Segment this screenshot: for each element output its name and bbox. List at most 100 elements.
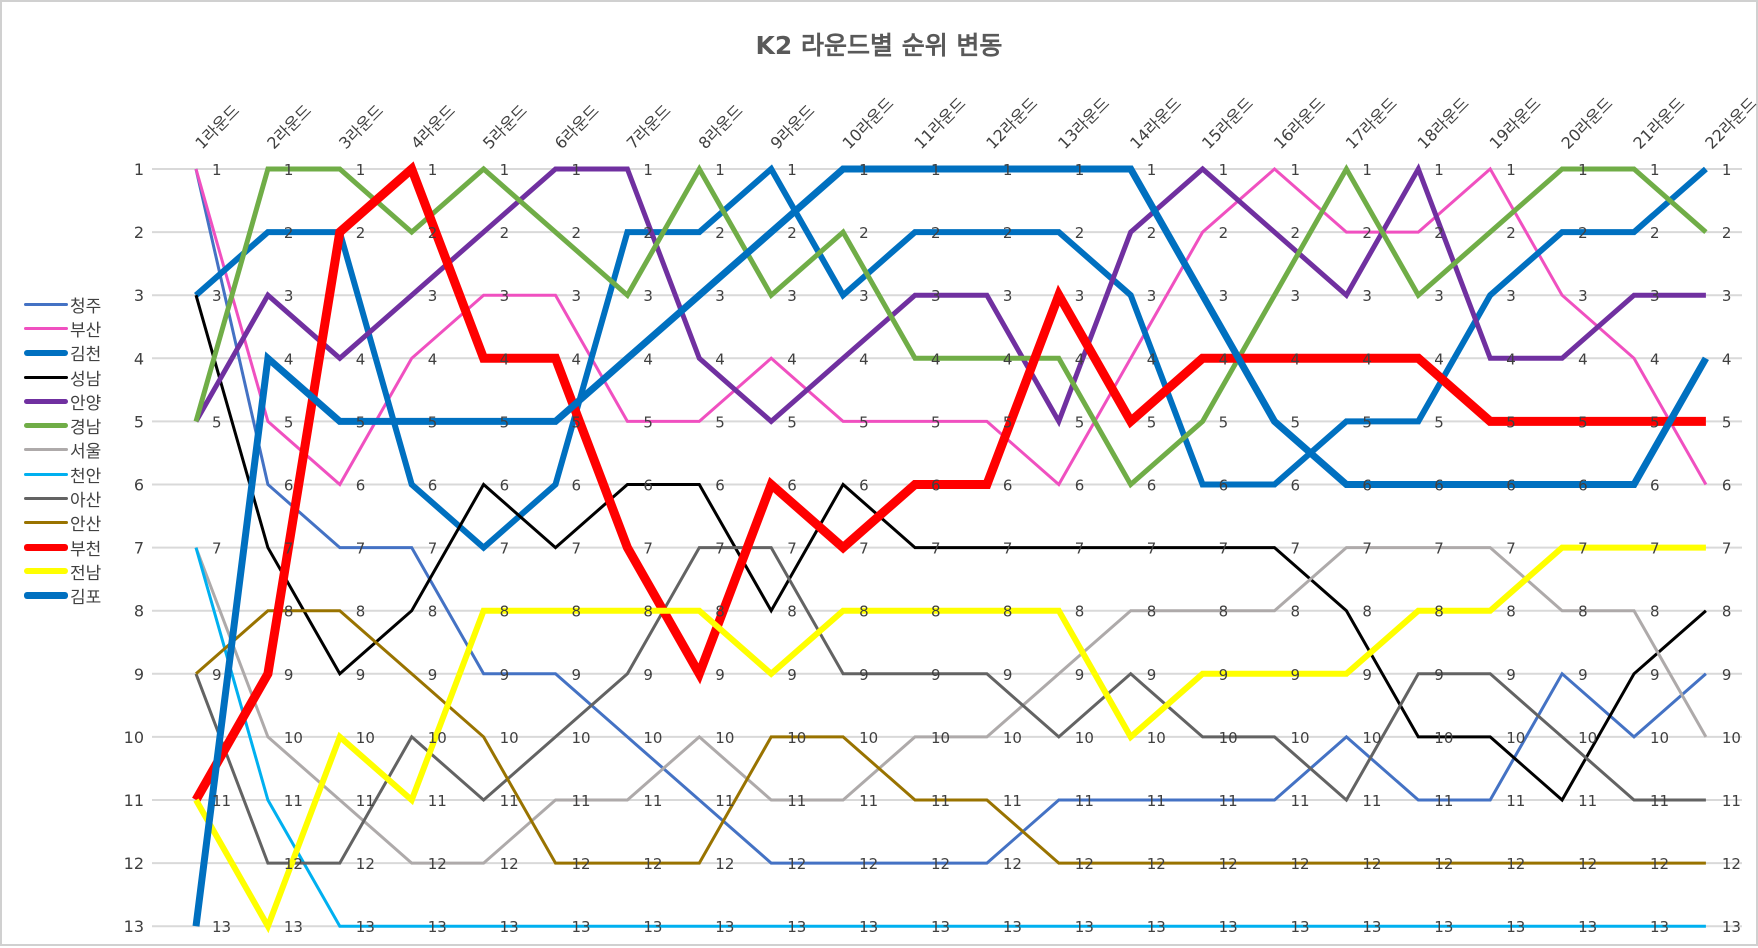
y-tick-label: 6	[134, 476, 144, 495]
data-label: 13	[1291, 918, 1310, 936]
data-label: 1	[1291, 161, 1301, 179]
data-label: 7	[1506, 540, 1516, 558]
data-label: 5	[1650, 413, 1660, 431]
y-tick-label: 7	[134, 539, 144, 558]
x-tick-label: 11라운드	[910, 94, 969, 153]
legend-item: 김포	[24, 584, 101, 608]
legend-item: 경남	[24, 413, 101, 438]
data-label: 12	[1434, 855, 1453, 873]
data-label: 7	[1003, 540, 1013, 558]
data-label: 4	[1219, 350, 1229, 368]
data-label: 4	[1722, 350, 1732, 368]
data-label: 10	[1578, 729, 1597, 747]
series-line	[193, 163, 1708, 489]
data-label: 7	[212, 540, 222, 558]
data-label: 4	[1003, 350, 1013, 368]
data-label: 5	[1219, 413, 1229, 431]
data-label: 3	[1578, 287, 1588, 305]
legend-item: 청주	[24, 292, 101, 317]
data-label: 2	[931, 224, 941, 242]
data-label: 12	[1075, 855, 1094, 873]
data-label: 11	[1291, 792, 1310, 810]
data-label: 8	[1434, 603, 1444, 621]
x-tick-label: 20라운드	[1557, 94, 1616, 153]
data-label: 8	[1075, 603, 1085, 621]
data-label: 5	[859, 413, 869, 431]
legend-swatch-icon	[24, 349, 68, 356]
data-label: 12	[1219, 855, 1238, 873]
data-label: 9	[284, 666, 294, 684]
data-label: 10	[1003, 729, 1022, 747]
legend-swatch-icon	[24, 423, 68, 429]
data-label: 7	[572, 540, 582, 558]
data-label: 5	[1147, 413, 1157, 431]
data-label: 12	[1291, 855, 1310, 873]
data-label: 11	[931, 792, 950, 810]
data-label: 2	[284, 224, 294, 242]
data-label: 12	[1003, 855, 1022, 873]
data-label: 4	[643, 350, 653, 368]
series-line	[194, 546, 1706, 865]
data-label: 6	[1434, 477, 1444, 495]
x-tick-label: 14라운드	[1126, 94, 1185, 153]
legend-item: 천안	[24, 462, 102, 487]
data-label: 11	[356, 792, 375, 810]
legend-label: 부산	[70, 320, 102, 341]
data-label: 13	[356, 918, 375, 936]
data-label: 3	[284, 287, 294, 305]
data-label: 3	[715, 287, 725, 305]
legend-item: 아산	[24, 486, 101, 511]
data-label: 12	[284, 855, 303, 873]
data-label: 13	[428, 918, 447, 936]
data-label: 11	[1506, 792, 1525, 810]
data-label: 3	[1147, 287, 1157, 305]
data-label: 9	[643, 666, 653, 684]
data-label: 5	[1506, 413, 1516, 431]
series-line	[194, 547, 1706, 928]
legend-swatch-icon	[24, 521, 68, 525]
data-label: 9	[1219, 666, 1229, 684]
legend-label: 전남	[70, 563, 102, 584]
legend-swatch-icon	[24, 472, 68, 476]
data-label: 3	[931, 287, 941, 305]
data-label: 5	[931, 413, 941, 431]
data-label: 6	[643, 477, 653, 495]
data-label: 2	[500, 224, 510, 242]
data-label: 12	[931, 855, 950, 873]
x-tick-label: 1라운드	[191, 101, 243, 153]
x-tick-label: 13라운드	[1054, 94, 1113, 153]
data-label: 4	[1291, 350, 1301, 368]
x-tick-label: 8라운드	[695, 101, 747, 153]
data-label: 2	[643, 224, 653, 242]
data-label: 1	[787, 161, 797, 179]
data-label: 12	[787, 855, 806, 873]
data-label: 7	[1147, 540, 1157, 558]
data-label: 8	[428, 603, 438, 621]
data-label: 6	[1362, 477, 1372, 495]
data-label: 9	[859, 666, 869, 684]
data-label: 3	[1075, 287, 1085, 305]
data-label: 12	[1722, 855, 1741, 873]
data-label: 2	[1506, 224, 1516, 242]
legend-label: 천안	[70, 466, 102, 487]
data-label: 4	[931, 350, 941, 368]
data-label: 1	[1578, 161, 1588, 179]
data-label: 8	[1219, 603, 1229, 621]
data-label: 9	[1722, 666, 1732, 684]
data-label: 7	[859, 540, 869, 558]
data-label: 11	[212, 792, 231, 810]
data-label: 7	[1578, 540, 1588, 558]
legend-label: 서울	[70, 442, 102, 463]
data-label: 12	[1650, 855, 1669, 873]
data-label: 11	[500, 792, 519, 810]
data-label: 3	[787, 287, 797, 305]
data-label: 7	[787, 540, 797, 558]
x-tick-label: 9라운드	[767, 101, 819, 153]
data-label: 3	[1434, 287, 1444, 305]
data-label: 10	[1506, 729, 1525, 747]
data-label: 7	[356, 540, 366, 558]
legend-item: 안양	[24, 389, 101, 414]
data-label: 5	[1003, 413, 1013, 431]
data-label: 1	[572, 161, 582, 179]
x-tick-label: 21라운드	[1629, 94, 1688, 153]
